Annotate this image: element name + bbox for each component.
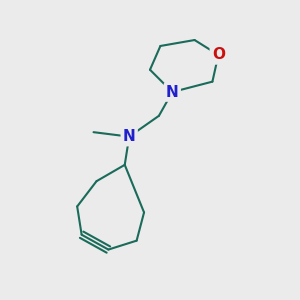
Text: N: N [123, 129, 136, 144]
Text: N: N [166, 85, 179, 100]
Text: O: O [212, 47, 225, 62]
